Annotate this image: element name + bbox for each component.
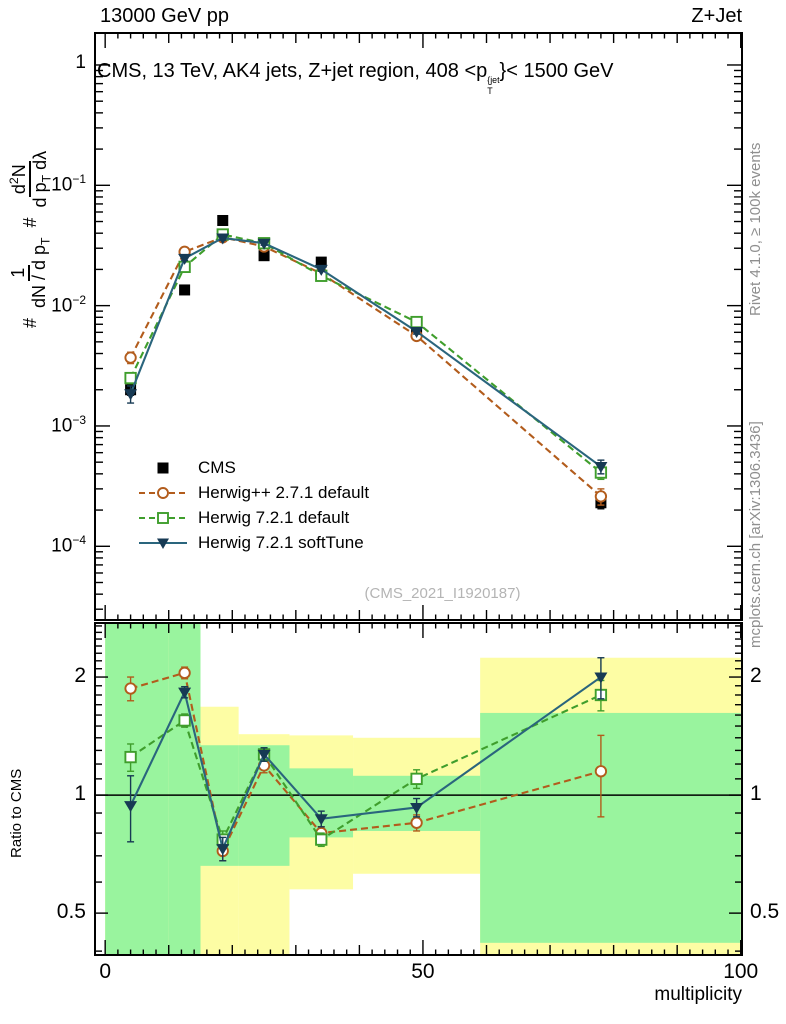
pt-jet-script: {jet T — [487, 75, 499, 97]
ratio-tick-label-left: 0.5 — [56, 900, 86, 924]
plot-title-text: CMS, 13 TeV, AK4 jets, Z+jet region, 408… — [97, 60, 488, 82]
data-point-herwig-7-2-1-softtune-ratio — [216, 844, 230, 856]
legend-item-cms: CMS — [138, 455, 369, 480]
legend: CMS Herwig++ 2.7.1 default Herwig 7.2.1 de… — [138, 455, 369, 555]
data-point-herwig-2-7-1-default-ratio — [594, 765, 608, 778]
hash-symbol: # — [20, 317, 41, 328]
ratio-tick-label-right: 2 — [750, 664, 762, 688]
data-point-cms — [179, 284, 191, 296]
data-point-herwig-2-7-1-default — [124, 351, 137, 364]
data-point-herwig-2-7-1-default-ratio — [410, 816, 423, 829]
legend-marker-cms — [157, 462, 169, 473]
ratio-y-axis-label: Ratio to CMS — [8, 768, 25, 858]
legend-label: Herwig 7.2.1 default — [198, 507, 350, 527]
data-point-herwig-7-2-1-softtune-ratio — [178, 687, 192, 699]
rivet-version-note: Rivet 4.1.0, ≥ 100k events — [747, 142, 764, 316]
data-point-herwig-7-2-1-softtune-ratio — [410, 802, 424, 814]
legend-item-herwig-2-7-1-default: Herwig++ 2.7.1 default — [138, 480, 369, 505]
series-line-herwig-7-2-1-softtune — [129, 236, 602, 468]
data-point-herwig-7-2-1-softtune — [178, 253, 192, 265]
y-tick-label: 10−4 — [51, 533, 86, 557]
y-tick-label: 1 — [75, 51, 86, 73]
data-point-herwig-7-2-1-softtune — [410, 326, 424, 338]
data-point-herwig-7-2-1-softtune-ratio — [124, 801, 138, 813]
uncertainty-band-green — [105, 623, 169, 955]
legend-label: CMS — [198, 457, 236, 477]
x-tick-label: 100 — [723, 960, 759, 983]
x-tick-label: 50 — [411, 960, 435, 983]
legend-item-herwig-7-2-1-softtune: Herwig 7.2.1 softTune — [138, 530, 369, 555]
y-tick-label: 10−3 — [51, 412, 86, 437]
series-line-herwig-7-2-1-default — [129, 233, 602, 474]
legend-marker-herwig-7-2-1-default — [139, 511, 187, 524]
data-point-herwig-2-7-1-default-ratio — [178, 666, 191, 679]
mcplots-reference-note: mcplots.cern.ch [arXiv:1306.3436] — [747, 421, 764, 648]
data-point-herwig-7-2-1-softtune-ratio — [314, 814, 328, 826]
data-point-herwig-7-2-1-softtune — [594, 462, 608, 474]
hash-symbol: # — [20, 217, 41, 228]
process-label: Z+Jet — [691, 5, 742, 27]
ratio-tick-label-right: 1 — [750, 782, 762, 806]
data-point-herwig-7-2-1-softtune-ratio — [257, 749, 271, 761]
data-point-herwig-7-2-1-default-ratio — [315, 833, 328, 846]
data-point-herwig-7-2-1-default-ratio — [178, 714, 191, 727]
plot-title-suffix: }< 1500 GeV — [499, 60, 614, 82]
data-point-herwig-7-2-1-default-ratio — [124, 750, 137, 764]
data-point-herwig-7-2-1-softtune — [257, 238, 271, 250]
data-point-herwig-7-2-1-softtune — [314, 264, 328, 276]
data-point-cms — [258, 250, 270, 262]
ratio-panel-frame — [94, 622, 743, 956]
data-point-herwig-7-2-1-default — [124, 371, 137, 385]
data-point-herwig-7-2-1-softtune — [216, 233, 230, 245]
x-tick-label: 0 — [99, 960, 111, 983]
data-point-herwig-2-7-1-default-ratio — [124, 682, 137, 695]
y-tick-label: 10−2 — [51, 292, 86, 316]
data-point-cms — [217, 214, 229, 226]
legend-glyph — [157, 511, 169, 524]
legend-item-herwig-7-2-1-default: Herwig 7.2.1 default — [138, 505, 369, 530]
main-panel-frame — [94, 32, 743, 621]
plot-title: CMS, 13 TeV, AK4 jets, Z+jet region, 408… — [97, 60, 614, 97]
pt-jet-superscript: {jet — [487, 75, 500, 85]
ratio-tick-label-right: 0.5 — [750, 900, 780, 924]
legend-glyph — [157, 538, 169, 549]
legend-label: Herwig++ 2.7.1 default — [198, 482, 370, 502]
analysis-id-watermark: (CMS_2021_I1920187) — [364, 585, 521, 602]
ratio-tick-label-left: 1 — [74, 782, 86, 806]
pt-jet-subscript: T — [487, 86, 493, 96]
legend-label: Herwig 7.2.1 softTune — [198, 532, 364, 552]
y-tick-label: 10−1 — [51, 172, 86, 196]
legend-glyph — [157, 486, 169, 499]
data-point-cms — [315, 256, 327, 268]
legend-glyph — [157, 462, 169, 473]
data-point-herwig-2-7-1-default — [594, 490, 608, 503]
data-point-herwig-7-2-1-default-ratio — [410, 772, 423, 786]
ratio-tick-label-left: 2 — [74, 664, 86, 688]
uncertainty-band-green — [480, 712, 741, 943]
data-point-herwig-7-2-1-softtune — [124, 389, 138, 401]
legend-marker-herwig-7-2-1-softtune — [139, 538, 187, 549]
x-axis-label: multiplicity — [654, 984, 742, 1005]
legend-marker-herwig-2-7-1-default — [139, 486, 187, 499]
data-point-herwig-7-2-1-default — [410, 315, 423, 329]
beam-energy-label: 13000 GeV pp — [100, 5, 229, 27]
data-point-herwig-7-2-1-softtune-ratio — [594, 672, 608, 684]
